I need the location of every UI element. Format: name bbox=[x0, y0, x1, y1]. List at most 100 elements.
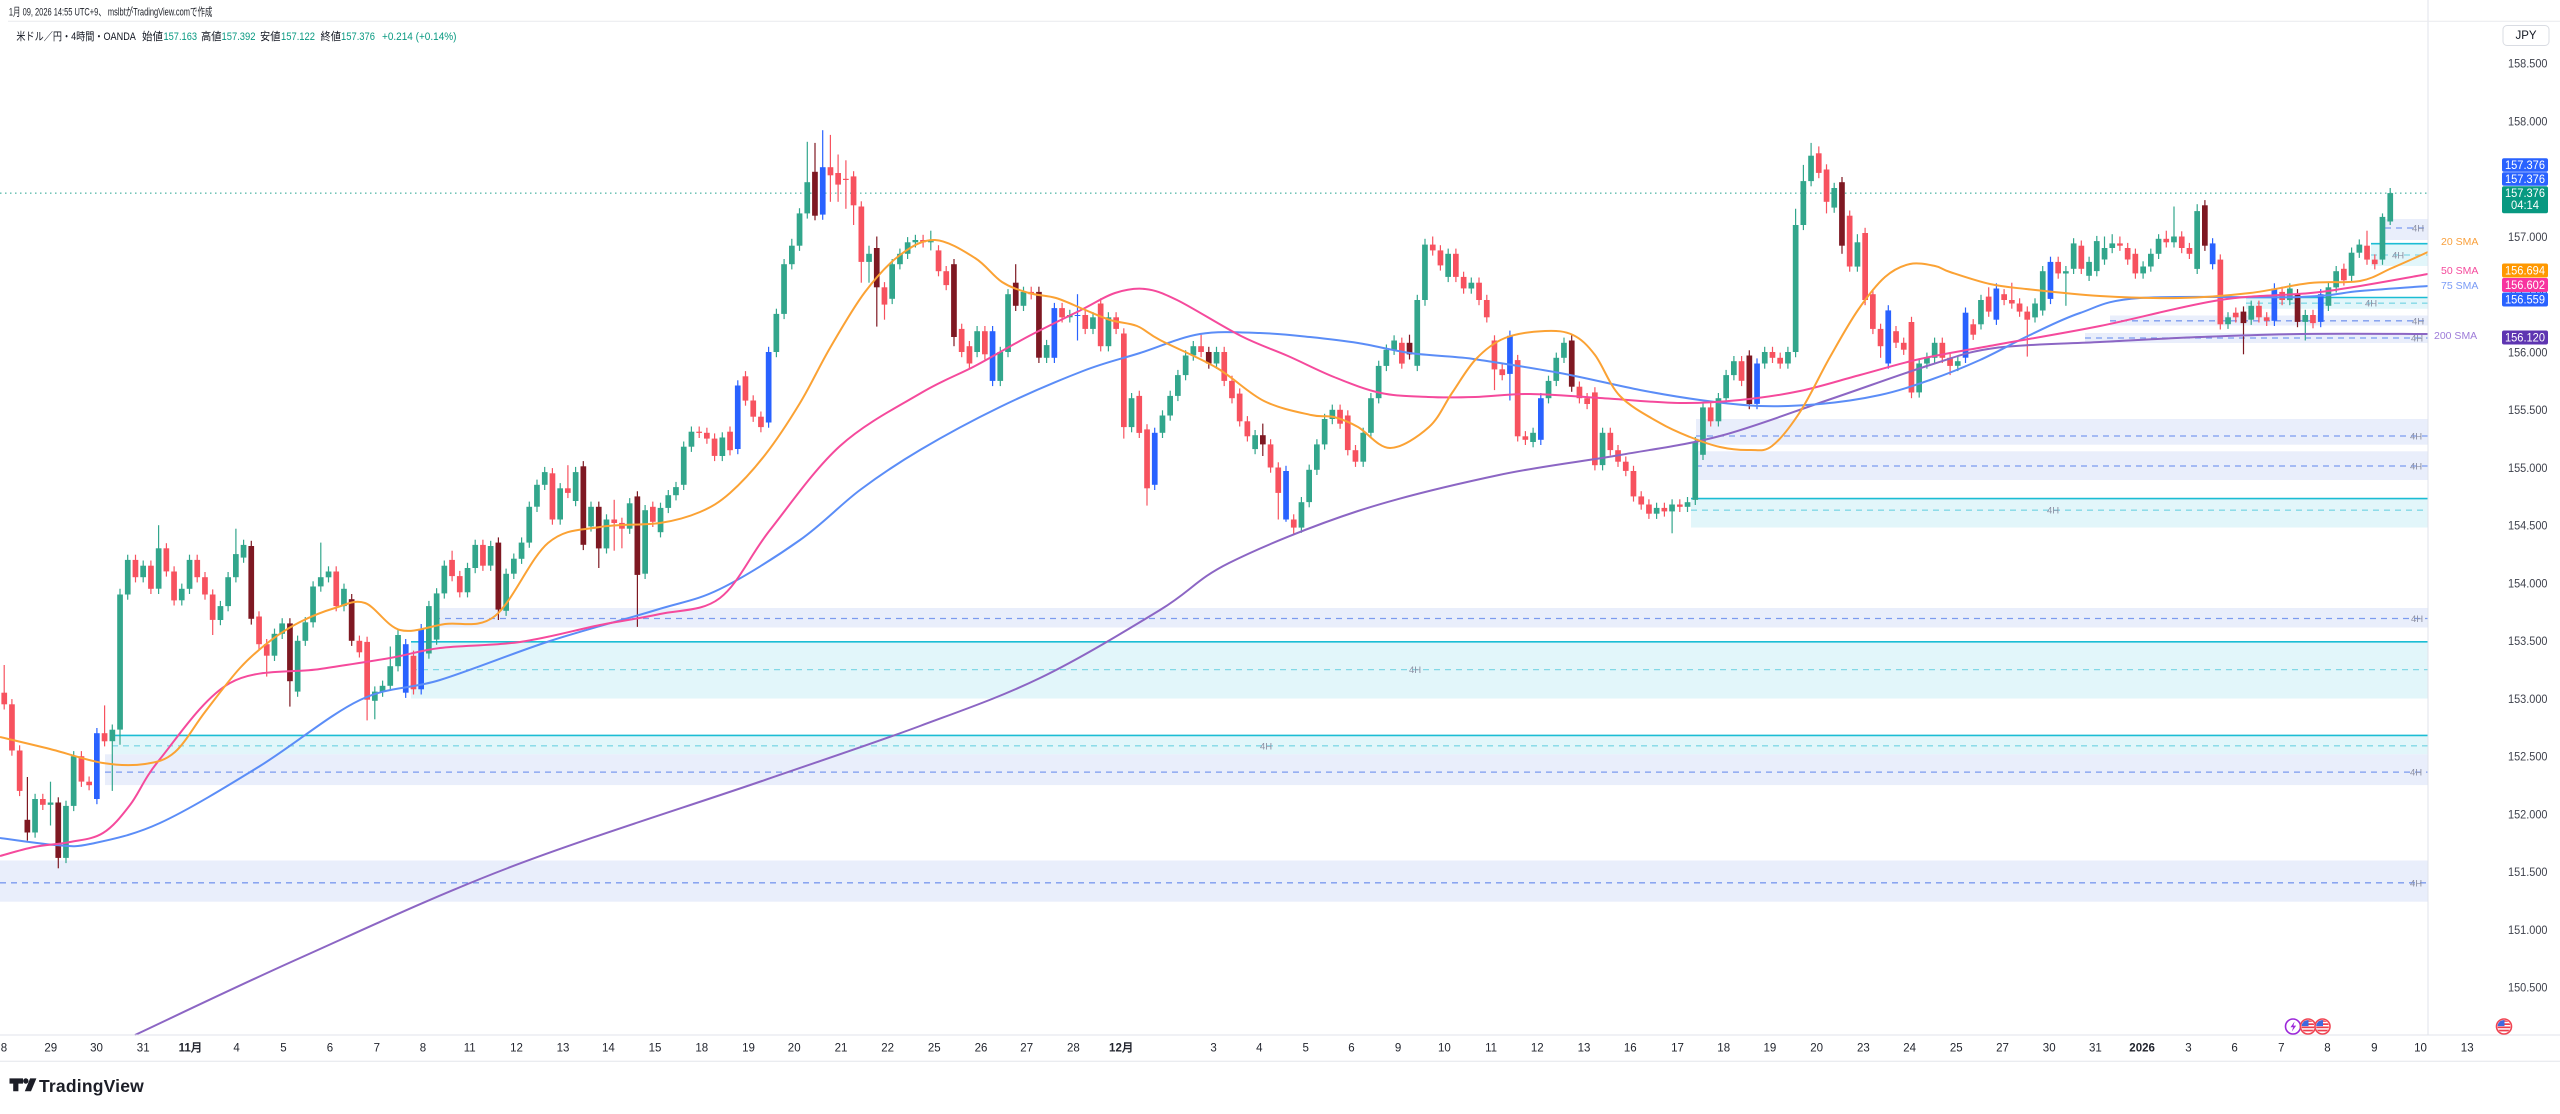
svg-text:1月 09, 2026 14:55 UTC+9、 mslbt: 1月 09, 2026 14:55 UTC+9、 mslbtがTradingVi… bbox=[9, 4, 213, 18]
svg-text:11月: 11月 bbox=[179, 1042, 203, 1055]
svg-text:4H: 4H bbox=[2392, 251, 2404, 262]
svg-text:156.694: 156.694 bbox=[2505, 266, 2546, 278]
svg-text:6: 6 bbox=[2231, 1043, 2237, 1055]
svg-text:19: 19 bbox=[1764, 1043, 1777, 1055]
svg-text:30: 30 bbox=[2043, 1043, 2056, 1055]
svg-text:4H: 4H bbox=[2410, 462, 2422, 473]
svg-text:4H: 4H bbox=[2410, 878, 2422, 889]
svg-text:4: 4 bbox=[1256, 1043, 1263, 1055]
svg-text:9: 9 bbox=[1395, 1043, 1401, 1055]
svg-text:始値: 始値 bbox=[142, 29, 163, 43]
svg-text:20: 20 bbox=[1810, 1043, 1823, 1055]
svg-text:8: 8 bbox=[1, 1043, 7, 1055]
svg-text:156.120: 156.120 bbox=[2505, 333, 2545, 345]
svg-text:157.376: 157.376 bbox=[341, 31, 375, 43]
svg-text:4H: 4H bbox=[2410, 432, 2422, 443]
svg-text:JPY: JPY bbox=[2515, 30, 2536, 42]
svg-text:156.602: 156.602 bbox=[2505, 280, 2545, 292]
svg-text:152.000: 152.000 bbox=[2508, 807, 2548, 821]
svg-text:31: 31 bbox=[2089, 1043, 2102, 1055]
svg-text:26: 26 bbox=[975, 1043, 988, 1055]
svg-text:6: 6 bbox=[327, 1043, 333, 1055]
svg-text:3: 3 bbox=[1210, 1043, 1216, 1055]
svg-text:米ドル／円・4時間・OANDA: 米ドル／円・4時間・OANDA bbox=[16, 30, 136, 43]
svg-text:151.000: 151.000 bbox=[2508, 923, 2548, 937]
svg-text:04:14: 04:14 bbox=[2511, 200, 2540, 212]
svg-text:19: 19 bbox=[742, 1043, 755, 1055]
svg-text:16: 16 bbox=[1624, 1043, 1637, 1055]
svg-text:5: 5 bbox=[1302, 1043, 1308, 1055]
svg-text:13: 13 bbox=[1578, 1043, 1591, 1055]
svg-text:22: 22 bbox=[881, 1043, 894, 1055]
svg-text:4H: 4H bbox=[2410, 768, 2422, 779]
svg-text:14: 14 bbox=[602, 1043, 615, 1055]
svg-text:25: 25 bbox=[1950, 1043, 1963, 1055]
svg-text:150.500: 150.500 bbox=[2508, 981, 2548, 995]
svg-text:13: 13 bbox=[557, 1043, 570, 1055]
svg-text:4H: 4H bbox=[2365, 299, 2377, 310]
svg-text:156.559: 156.559 bbox=[2505, 295, 2545, 307]
svg-text:27: 27 bbox=[1020, 1043, 1033, 1055]
svg-text:153.500: 153.500 bbox=[2508, 634, 2548, 648]
svg-text:4H: 4H bbox=[2412, 224, 2424, 235]
svg-text:31: 31 bbox=[137, 1043, 150, 1055]
svg-text:28: 28 bbox=[1067, 1043, 1080, 1055]
svg-text:10: 10 bbox=[2414, 1043, 2427, 1055]
svg-text:8: 8 bbox=[420, 1043, 426, 1055]
svg-text:25: 25 bbox=[928, 1043, 941, 1055]
svg-text:24: 24 bbox=[1903, 1043, 1916, 1055]
svg-text:2026: 2026 bbox=[2129, 1043, 2155, 1055]
svg-text:155.000: 155.000 bbox=[2508, 461, 2548, 475]
svg-text:158.000: 158.000 bbox=[2508, 114, 2548, 128]
svg-text:安値: 安値 bbox=[260, 29, 281, 43]
svg-text:4H: 4H bbox=[2047, 506, 2059, 517]
svg-text:4H: 4H bbox=[1260, 741, 1272, 752]
svg-text:157.000: 157.000 bbox=[2508, 230, 2548, 244]
svg-text:157.392: 157.392 bbox=[222, 31, 256, 43]
svg-text:3: 3 bbox=[2185, 1043, 2191, 1055]
svg-text:30: 30 bbox=[90, 1043, 103, 1055]
svg-text:+0.214 (+0.14%): +0.214 (+0.14%) bbox=[382, 31, 457, 43]
svg-text:9: 9 bbox=[2371, 1043, 2377, 1055]
svg-text:12: 12 bbox=[510, 1043, 523, 1055]
svg-text:10: 10 bbox=[1438, 1043, 1451, 1055]
svg-text:11: 11 bbox=[464, 1043, 476, 1055]
svg-text:156.000: 156.000 bbox=[2508, 345, 2548, 359]
svg-text:151.500: 151.500 bbox=[2508, 865, 2548, 879]
svg-text:154.500: 154.500 bbox=[2508, 519, 2548, 533]
svg-text:200 SMA: 200 SMA bbox=[2434, 330, 2477, 342]
svg-text:4H: 4H bbox=[1409, 665, 1421, 676]
svg-text:終値: 終値 bbox=[321, 29, 342, 43]
svg-text:11: 11 bbox=[1485, 1043, 1497, 1055]
svg-text:12月: 12月 bbox=[1109, 1042, 1133, 1055]
svg-text:6: 6 bbox=[1348, 1043, 1354, 1055]
svg-text:TradingView: TradingView bbox=[39, 1076, 144, 1096]
svg-text:157.376: 157.376 bbox=[2505, 188, 2545, 200]
svg-text:17: 17 bbox=[1671, 1043, 1684, 1055]
svg-text:23: 23 bbox=[1857, 1043, 1870, 1055]
svg-text:7: 7 bbox=[374, 1043, 380, 1055]
svg-text:153.000: 153.000 bbox=[2508, 692, 2548, 706]
svg-text:4H: 4H bbox=[2412, 316, 2424, 327]
svg-text:157.122: 157.122 bbox=[281, 31, 315, 43]
svg-text:5: 5 bbox=[280, 1043, 286, 1055]
svg-text:157.163: 157.163 bbox=[164, 31, 198, 43]
svg-text:157.376: 157.376 bbox=[2505, 160, 2545, 172]
svg-text:7: 7 bbox=[2278, 1043, 2284, 1055]
svg-text:4H: 4H bbox=[2411, 334, 2423, 345]
svg-text:8: 8 bbox=[2324, 1043, 2330, 1055]
svg-text:13: 13 bbox=[2461, 1043, 2474, 1055]
svg-text:50 SMA: 50 SMA bbox=[2441, 265, 2478, 277]
svg-text:75 SMA: 75 SMA bbox=[2441, 280, 2478, 292]
svg-text:18: 18 bbox=[1717, 1043, 1730, 1055]
svg-text:27: 27 bbox=[1996, 1043, 2009, 1055]
svg-text:12: 12 bbox=[1531, 1043, 1544, 1055]
svg-text:高値: 高値 bbox=[201, 29, 222, 43]
svg-text:21: 21 bbox=[835, 1043, 848, 1055]
svg-text:29: 29 bbox=[44, 1043, 57, 1055]
svg-text:158.500: 158.500 bbox=[2508, 57, 2548, 71]
svg-text:15: 15 bbox=[649, 1043, 662, 1055]
svg-text:154.000: 154.000 bbox=[2508, 576, 2548, 590]
svg-text:20: 20 bbox=[788, 1043, 801, 1055]
svg-text:20 SMA: 20 SMA bbox=[2441, 236, 2478, 248]
